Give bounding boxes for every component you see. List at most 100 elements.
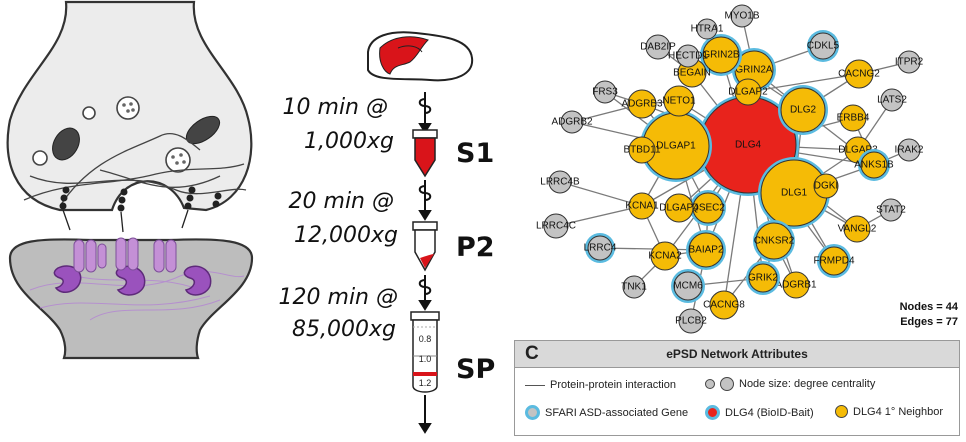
node-label: FRS3 (592, 87, 618, 98)
node-dab2ip: DAB2IP (640, 34, 676, 60)
node-hectd1: HECTD1 (668, 44, 708, 68)
node-label: IRAK2 (895, 145, 924, 156)
node-lats2: LATS2 (877, 88, 907, 112)
legend-box: C ePSD Network Attributes Protein-protei… (514, 340, 960, 436)
legend-sfari-label: SFARI ASD-associated Gene (545, 406, 689, 419)
node-stat2: STAT2 (876, 198, 906, 222)
step1-time: 10 min @ (283, 95, 388, 120)
node-count: Nodes = 44 (900, 301, 959, 313)
node-label: HTRA1 (691, 24, 724, 35)
fractionation-protocol: 10 min @ 1,000xg 20 min @ 12,000xg 120 m… (279, 31, 495, 434)
node-frs3: FRS3 (592, 80, 618, 104)
node-circle (880, 88, 904, 112)
node-vangl2: VANGL2 (838, 215, 877, 243)
flow-arrows (418, 92, 432, 434)
network-edge (555, 205, 643, 227)
legend-bait: DLG4 (BioID-Bait) (705, 405, 814, 420)
node-plcb2: PLCB2 (675, 308, 707, 334)
node-grin2b: GRIN2B (700, 34, 742, 76)
synapse-illustration (6, 0, 254, 360)
legend-neighbor-label: DLG4 1° Neighbor (853, 405, 944, 418)
edge-count: Edges = 77 (900, 316, 958, 328)
node-circle (809, 32, 837, 60)
node-label: ADGRB3 (621, 99, 663, 110)
node-label: BTBD11 (623, 145, 660, 156)
node-circle (628, 192, 656, 220)
node-circle (628, 136, 656, 164)
network-edge (559, 181, 643, 207)
node-label: KCNA1 (625, 201, 659, 212)
node-kcna1: KCNA1 (625, 192, 659, 220)
node-cacng8: CACNG8 (703, 290, 745, 320)
node-label: GRIK2 (748, 273, 778, 284)
psd-scaffold-proteins (53, 265, 212, 296)
node-label: DLGAP4 (659, 203, 699, 214)
node-anks1b: ANKS1B (854, 149, 894, 181)
node-circle (676, 44, 700, 68)
node-circle (663, 85, 695, 117)
node-dlg2: DLG2 (778, 85, 828, 135)
node-label: NETO1 (662, 96, 696, 107)
node-circle (755, 222, 793, 260)
gradient-mark-08: 0.8 (419, 334, 432, 344)
mitochondria (52, 115, 221, 161)
node-dlgap4: DLGAP4 (659, 193, 699, 223)
node-circle (844, 59, 874, 89)
node-label: CNKSR2 (754, 236, 795, 247)
node-circle (709, 290, 739, 320)
node-irak2: IRAK2 (895, 138, 924, 162)
network-edge (747, 73, 860, 93)
node-erbb4: ERBB4 (837, 104, 870, 132)
node-label: LATS2 (877, 95, 907, 106)
node-circle (696, 18, 718, 40)
node-cnksr2: CNKSR2 (753, 220, 795, 262)
node-circle (748, 263, 778, 293)
node-circle (839, 104, 867, 132)
step3-time: 120 min @ (279, 285, 398, 310)
tube-s1 (412, 129, 438, 178)
node-htra1: HTRA1 (691, 18, 724, 40)
legend-ppi-label: Protein-protein interaction (550, 379, 676, 391)
edge-swatch (525, 384, 545, 386)
epsd-network: DLG4 DLGAP1 DLG1 DLG2 GRIN2A GRIN2B NETO1 BEGAI… (536, 4, 959, 334)
legend-bait-label: DLG4 (BioID-Bait) (725, 406, 814, 419)
gradient-tube (410, 311, 440, 393)
bait-node-icon (705, 405, 720, 420)
node-frmpd4: FRMPD4 (813, 244, 855, 278)
node-circle (702, 36, 740, 74)
step2-force: 12,000xg (294, 223, 398, 248)
node-label: DLG2 (790, 105, 817, 116)
node-label: CACNG2 (838, 69, 880, 80)
node-circle (813, 173, 839, 199)
node-kcna2: KCNA2 (648, 241, 682, 271)
node-label: PLCB2 (675, 316, 707, 327)
node-label: ADGRB2 (551, 117, 593, 128)
node-label: DLGAP2 (728, 87, 768, 98)
node-circle (678, 308, 704, 334)
node-circle (560, 110, 584, 134)
node-label: LRRC4 (584, 243, 617, 254)
node-label: KCNA2 (648, 251, 682, 262)
node-lrrc4c: LRRC4C (536, 213, 576, 239)
node-grik2: GRIK2 (746, 261, 780, 295)
active-zone-tethers (59, 186, 222, 212)
node-circle (843, 215, 871, 243)
node-label: QSEC2 (691, 203, 725, 214)
node-circle (645, 34, 671, 60)
fraction-p2-label: P2 (456, 232, 495, 263)
node-label: DLG4 (735, 140, 762, 151)
node-tnk1: TNK1 (621, 275, 647, 299)
node-circle (780, 87, 826, 133)
node-dlgap2: DLGAP2 (728, 78, 768, 106)
large-node-icon (720, 377, 734, 391)
step1-force: 1,000xg (304, 129, 394, 154)
node-label: DLGAP3 (838, 145, 878, 156)
node-circle (548, 170, 572, 194)
node-neto1: NETO1 (662, 85, 696, 117)
node-cdkl5: CDKL5 (807, 30, 840, 62)
neighbor-node-icon (835, 405, 848, 418)
node-label: BAIAP2 (688, 245, 723, 256)
node-adgrb3: ADGRB3 (621, 89, 663, 119)
tube-p2 (412, 221, 438, 272)
node-dgki: DGKI (813, 173, 839, 199)
